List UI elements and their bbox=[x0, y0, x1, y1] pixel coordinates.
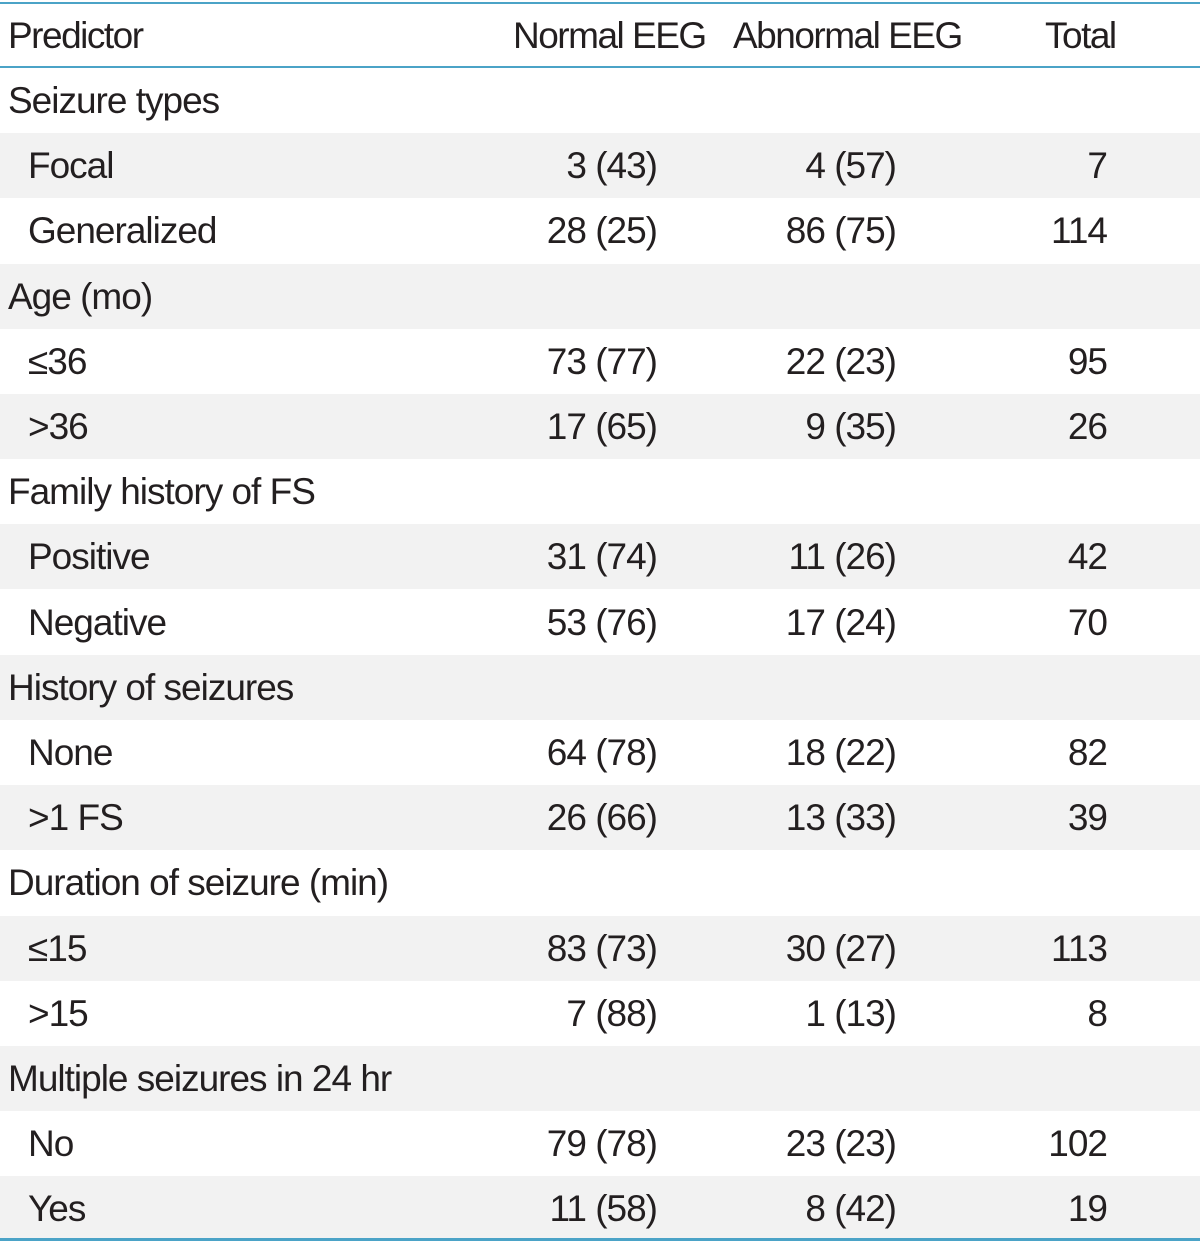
row-label: Negative bbox=[28, 601, 167, 643]
abnormal-eeg-cell: 18 (22) bbox=[785, 732, 897, 773]
total-cell: 42 bbox=[1067, 536, 1108, 578]
group-label: Age (mo) bbox=[8, 275, 153, 317]
abnormal-eeg-cell: 86 (75) bbox=[785, 210, 897, 252]
abnormal-eeg-cell: 17 (24) bbox=[785, 601, 897, 643]
table-bottom-rule bbox=[0, 1238, 1200, 1241]
abnormal-eeg-cell: 23 (23) bbox=[785, 1123, 897, 1165]
abnormal-eeg-cell: 9 (35) bbox=[805, 406, 897, 447]
group-row: Family history of FS bbox=[0, 459, 1200, 524]
abnormal-eeg-cell: 4 (57) bbox=[805, 145, 897, 187]
table-row: >15 7 (88) 1 (13) 8 bbox=[0, 981, 1200, 1046]
total-cell: 7 bbox=[1087, 145, 1108, 187]
table-row: Generalized 28 (25) 86 (75) 114 bbox=[0, 198, 1200, 263]
total-cell: 39 bbox=[1067, 797, 1108, 839]
row-label: ≤36 bbox=[28, 340, 87, 382]
row-label: Yes bbox=[28, 1188, 86, 1230]
header-predictor: Predictor bbox=[8, 15, 144, 56]
table-row: No 79 (78) 23 (23) 102 bbox=[0, 1111, 1200, 1176]
total-cell: 82 bbox=[1067, 732, 1108, 773]
normal-eeg-cell: 11 (58) bbox=[549, 1188, 658, 1230]
row-label: No bbox=[28, 1123, 74, 1165]
header-normal-eeg: Normal EEG bbox=[513, 15, 707, 56]
table-row: Focal 3 (43) 4 (57) 7 bbox=[0, 133, 1200, 199]
group-label: Multiple seizures in 24 hr bbox=[8, 1058, 392, 1099]
table-row: None 64 (78) 18 (22) 82 bbox=[0, 720, 1200, 785]
normal-eeg-cell: 64 (78) bbox=[546, 732, 658, 773]
header-abnormal-eeg: Abnormal EEG bbox=[733, 15, 963, 56]
group-label: History of seizures bbox=[8, 666, 294, 708]
row-label: >15 bbox=[28, 992, 89, 1034]
table-row: ≤36 73 (77) 22 (23) 95 bbox=[0, 329, 1200, 394]
normal-eeg-cell: 31 (74) bbox=[546, 536, 658, 578]
row-label: >36 bbox=[28, 406, 89, 447]
table-row: Yes 11 (58) 8 (42) 19 bbox=[0, 1176, 1200, 1242]
group-label: Family history of FS bbox=[8, 471, 316, 513]
row-label: ≤15 bbox=[28, 927, 87, 969]
total-cell: 8 bbox=[1087, 992, 1108, 1034]
total-cell: 113 bbox=[1051, 927, 1108, 969]
normal-eeg-cell: 83 (73) bbox=[546, 927, 658, 969]
normal-eeg-cell: 17 (65) bbox=[546, 406, 658, 447]
abnormal-eeg-cell: 8 (42) bbox=[805, 1188, 897, 1230]
row-label: None bbox=[28, 732, 113, 773]
group-row: Duration of seizure (min) bbox=[0, 850, 1200, 915]
abnormal-eeg-cell: 11 (26) bbox=[788, 536, 897, 578]
table-row: ≤15 83 (73) 30 (27) 113 bbox=[0, 915, 1200, 981]
normal-eeg-cell: 79 (78) bbox=[546, 1123, 658, 1165]
total-cell: 102 bbox=[1048, 1123, 1108, 1165]
total-cell: 114 bbox=[1051, 210, 1108, 252]
total-cell: 19 bbox=[1067, 1188, 1108, 1230]
row-label: Positive bbox=[28, 536, 151, 578]
abnormal-eeg-cell: 13 (33) bbox=[785, 797, 897, 839]
total-cell: 95 bbox=[1067, 340, 1108, 382]
table-row: Positive 31 (74) 11 (26) 42 bbox=[0, 524, 1200, 590]
group-row: Multiple seizures in 24 hr bbox=[0, 1046, 1200, 1111]
table-row: >1 FS 26 (66) 13 (33) 39 bbox=[0, 785, 1200, 851]
header-total: Total bbox=[1045, 15, 1117, 56]
normal-eeg-cell: 28 (25) bbox=[546, 210, 658, 252]
group-label: Duration of seizure (min) bbox=[8, 862, 389, 904]
abnormal-eeg-cell: 30 (27) bbox=[785, 927, 897, 969]
normal-eeg-cell: 7 (88) bbox=[566, 992, 658, 1034]
group-row: Seizure types bbox=[0, 68, 1200, 133]
table-row: >36 17 (65) 9 (35) 26 bbox=[0, 394, 1200, 459]
row-label: Focal bbox=[28, 145, 114, 187]
abnormal-eeg-cell: 22 (23) bbox=[785, 340, 897, 382]
table-header-rule bbox=[0, 66, 1200, 68]
normal-eeg-cell: 3 (43) bbox=[566, 145, 658, 187]
abnormal-eeg-cell: 1 (13) bbox=[805, 992, 897, 1034]
table-row: Negative 53 (76) 17 (24) 70 bbox=[0, 590, 1200, 655]
normal-eeg-cell: 53 (76) bbox=[546, 601, 658, 643]
group-row: History of seizures bbox=[0, 654, 1200, 720]
total-cell: 70 bbox=[1067, 601, 1108, 643]
table-top-rule bbox=[0, 2, 1200, 4]
group-row: Age (mo) bbox=[0, 263, 1200, 329]
row-label: Generalized bbox=[28, 210, 218, 252]
group-label: Seizure types bbox=[8, 80, 220, 121]
normal-eeg-cell: 26 (66) bbox=[546, 797, 658, 839]
total-cell: 26 bbox=[1067, 406, 1108, 447]
normal-eeg-cell: 73 (77) bbox=[546, 340, 658, 382]
table-header-row: Predictor Normal EEG Abnormal EEG Total bbox=[0, 3, 1200, 68]
row-label: >1 FS bbox=[28, 797, 124, 839]
